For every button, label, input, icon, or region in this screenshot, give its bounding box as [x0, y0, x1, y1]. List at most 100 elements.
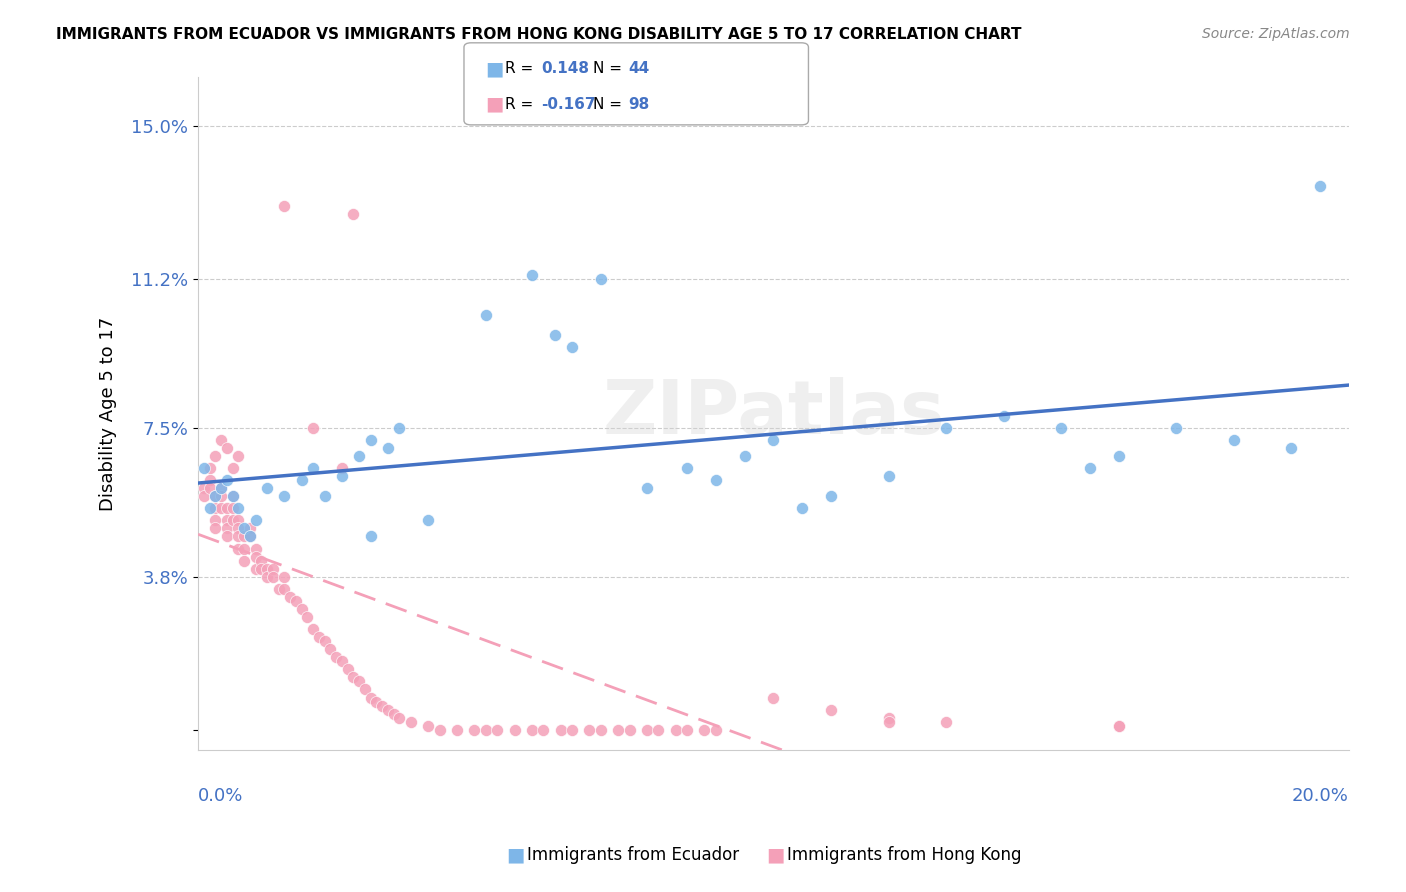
Point: [336, 662, 359, 676]
Point: [215, 441, 238, 455]
Point: [193, 461, 215, 475]
Point: [561, 723, 583, 737]
Point: [273, 199, 295, 213]
Point: [877, 714, 900, 729]
Point: [734, 449, 756, 463]
Point: [330, 654, 353, 668]
Point: [256, 562, 278, 576]
Point: [550, 723, 572, 737]
Point: [262, 562, 284, 576]
Point: [330, 461, 353, 475]
Point: [198, 481, 221, 495]
Point: [284, 594, 307, 608]
Point: [578, 723, 600, 737]
Point: [475, 723, 498, 737]
Point: [239, 529, 262, 543]
Point: [198, 501, 221, 516]
Point: [209, 501, 232, 516]
Point: [589, 272, 612, 286]
Point: [820, 703, 842, 717]
Point: [233, 541, 256, 556]
Point: [228, 541, 250, 556]
Point: [377, 703, 399, 717]
Text: ■: ■: [485, 59, 503, 78]
Point: [250, 553, 273, 567]
Text: R =: R =: [505, 62, 538, 76]
Point: [245, 562, 267, 576]
Point: [228, 521, 250, 535]
Point: [704, 473, 727, 487]
Point: [475, 308, 498, 322]
Point: [1050, 421, 1073, 435]
Point: [520, 268, 543, 282]
Point: [792, 501, 814, 516]
Text: 0.148: 0.148: [541, 62, 589, 76]
Point: [446, 723, 468, 737]
Point: [347, 449, 370, 463]
Point: [221, 489, 243, 503]
Point: [239, 521, 262, 535]
Text: -0.167: -0.167: [541, 97, 596, 112]
Point: [319, 642, 342, 657]
Point: [204, 489, 226, 503]
Point: [636, 481, 658, 495]
Text: IMMIGRANTS FROM ECUADOR VS IMMIGRANTS FROM HONG KONG DISABILITY AGE 5 TO 17 CORR: IMMIGRANTS FROM ECUADOR VS IMMIGRANTS FR…: [56, 27, 1022, 42]
Point: [619, 723, 641, 737]
Point: [935, 714, 957, 729]
Point: [193, 489, 215, 503]
Point: [342, 207, 364, 221]
Point: [221, 489, 243, 503]
Text: ZIPatlas: ZIPatlas: [602, 377, 945, 450]
Point: [215, 513, 238, 527]
Point: [463, 723, 485, 737]
Point: [273, 489, 295, 503]
Text: N =: N =: [593, 97, 627, 112]
Point: [418, 719, 440, 733]
Point: [228, 449, 250, 463]
Text: R =: R =: [505, 97, 538, 112]
Point: [935, 421, 957, 435]
Point: [877, 469, 900, 483]
Point: [233, 521, 256, 535]
Point: [820, 489, 842, 503]
Point: [388, 421, 411, 435]
Point: [198, 473, 221, 487]
Point: [233, 529, 256, 543]
Point: [228, 513, 250, 527]
Point: [342, 670, 364, 684]
Point: [228, 501, 250, 516]
Point: [193, 481, 215, 495]
Point: [993, 409, 1015, 423]
Text: 98: 98: [628, 97, 650, 112]
Point: [256, 570, 278, 584]
Point: [314, 634, 336, 648]
Point: [302, 461, 325, 475]
Point: [647, 723, 669, 737]
Point: [209, 481, 232, 495]
Point: [330, 469, 353, 483]
Point: [589, 723, 612, 737]
Point: [308, 630, 330, 644]
Point: [267, 582, 290, 596]
Point: [221, 461, 243, 475]
Point: [382, 706, 405, 721]
Point: [209, 481, 232, 495]
Point: [607, 723, 630, 737]
Text: ■: ■: [485, 95, 503, 114]
Point: [204, 449, 226, 463]
Point: [665, 723, 688, 737]
Point: [204, 513, 226, 527]
Text: Source: ZipAtlas.com: Source: ZipAtlas.com: [1202, 27, 1350, 41]
Point: [360, 529, 382, 543]
Point: [198, 461, 221, 475]
Point: [291, 602, 314, 616]
Point: [245, 513, 267, 527]
Point: [302, 622, 325, 636]
Point: [762, 690, 785, 705]
Point: [209, 489, 232, 503]
Text: N =: N =: [593, 62, 627, 76]
Point: [262, 570, 284, 584]
Point: [347, 674, 370, 689]
Point: [360, 690, 382, 705]
Point: [531, 723, 554, 737]
